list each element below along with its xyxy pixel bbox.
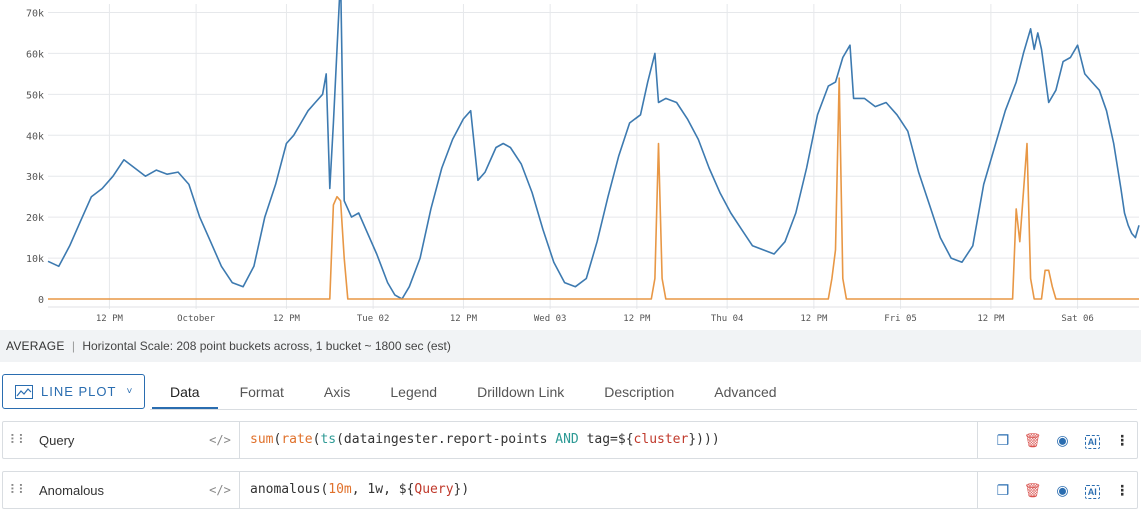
y-tick-label: 40k — [26, 131, 44, 142]
query-row: ⠇⠇ Query </> sum(rate(ts(dataingester.re… — [2, 421, 1138, 459]
x-tick-label: 12 PM — [977, 314, 1005, 324]
drag-handle-icon[interactable]: ⠇⠇ — [9, 432, 27, 447]
summary-separator: | — [71, 339, 75, 353]
query-row: ⠇⠇ Anomalous </> anomalous(10m, 1w, ${Qu… — [2, 471, 1138, 509]
chart-summary-bar: AVERAGE | Horizontal Scale: 208 point bu… — [0, 330, 1141, 362]
tab-data[interactable]: Data — [150, 372, 220, 410]
y-tick-label: 10k — [26, 254, 44, 265]
tab-axis[interactable]: Axis — [323, 384, 351, 400]
ai-icon[interactable]: AI — [1077, 482, 1107, 499]
eye-icon[interactable]: ◉ — [1056, 431, 1069, 448]
x-tick-label: 12 PM — [800, 314, 828, 324]
drag-handle-icon[interactable]: ⠇⠇ — [9, 482, 27, 497]
x-tick-label: 12 PM — [623, 314, 651, 324]
plot-type-label: LINE PLOT — [41, 384, 117, 399]
query-expression-input[interactable]: anomalous(10m, 1w, ${Query}) — [239, 472, 977, 508]
eye-icon[interactable]: ◉ — [1056, 481, 1069, 498]
tab-drilldown-link[interactable]: Drilldown Link — [477, 384, 565, 400]
trash-icon[interactable]: 🗑︎ — [1023, 481, 1042, 498]
horizontal-scale-text: Horizontal Scale: 208 point buckets acro… — [82, 339, 451, 353]
x-tick-label: Tue 02 — [357, 314, 390, 324]
editor-tabs-row: LINE PLOT ˅ Data Format Axis Legend Dril… — [0, 372, 1141, 410]
query-expression-input[interactable]: sum(rate(ts(dataingester.report-points A… — [239, 422, 977, 458]
line-chart-icon — [15, 384, 33, 399]
tab-format[interactable]: Format — [239, 384, 284, 400]
ai-icon[interactable]: AI — [1077, 432, 1107, 449]
more-vertical-icon[interactable]: ⋮ — [1115, 481, 1130, 498]
y-tick-label: 0 — [38, 295, 44, 306]
query-name[interactable]: Anomalous — [39, 482, 105, 498]
x-tick-label: Fri 05 — [884, 314, 917, 324]
copy-icon[interactable]: ❐ — [996, 431, 1010, 448]
chevron-down-icon: ˅ — [126, 386, 134, 397]
code-icon[interactable]: </> — [209, 433, 231, 447]
y-tick-label: 60k — [26, 49, 44, 60]
tabs-divider — [150, 409, 1137, 410]
query-actions: ❐ 🗑︎ ◉ AI ⋮ — [977, 472, 1137, 508]
tab-advanced[interactable]: Advanced — [714, 384, 777, 400]
plot-type-dropdown[interactable]: LINE PLOT ˅ — [2, 374, 145, 409]
tab-legend[interactable]: Legend — [390, 384, 438, 400]
series-line-anomalous — [48, 77, 1139, 300]
y-tick-label: 70k — [26, 8, 44, 19]
x-tick-label: 12 PM — [96, 314, 124, 324]
x-tick-label: Sat 06 — [1061, 314, 1094, 324]
tab-list: Data Format Axis Legend Drilldown Link D… — [150, 372, 1141, 410]
x-tick-label: 12 PM — [450, 314, 478, 324]
x-tick-label: Thu 04 — [711, 314, 744, 324]
series-line-main — [47, 0, 1140, 300]
line-chart[interactable]: 0 10k 20k 30k 40k 50k 60k 70k 12 PM October 12 PM T… — [0, 0, 1141, 330]
trash-icon[interactable]: 🗑︎ — [1023, 431, 1042, 448]
y-tick-label: 50k — [26, 90, 44, 101]
chart-panel: 0 10k 20k 30k 40k 50k 60k 70k 12 PM October 12 PM T… — [0, 0, 1141, 330]
y-tick-label: 20k — [26, 213, 44, 224]
aggregation-label: AVERAGE — [6, 339, 65, 353]
more-vertical-icon[interactable]: ⋮ — [1115, 431, 1130, 448]
x-tick-label: 12 PM — [273, 314, 301, 324]
copy-icon[interactable]: ❐ — [996, 481, 1010, 498]
code-icon[interactable]: </> — [209, 483, 231, 497]
y-tick-label: 30k — [26, 172, 44, 183]
query-actions: ❐ 🗑︎ ◉ AI ⋮ — [977, 422, 1137, 458]
x-tick-label: Wed 03 — [534, 314, 567, 324]
query-name[interactable]: Query — [39, 432, 75, 448]
x-tick-label: October — [177, 314, 216, 324]
tab-description[interactable]: Description — [604, 384, 675, 400]
